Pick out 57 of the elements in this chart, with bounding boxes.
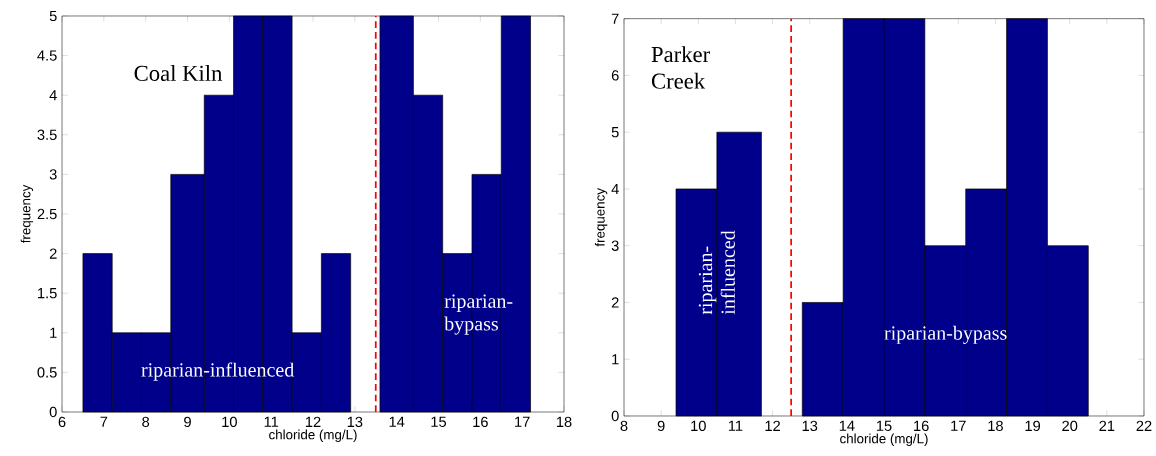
x-tick-label: 20 [1062, 420, 1078, 432]
x-tick-label: 7 [100, 416, 108, 427]
x-tick-label: 16 [914, 420, 929, 432]
x-tick-label: 19 [1025, 420, 1041, 432]
annotation: riparian-influenced [698, 230, 735, 315]
y-tick-label: 1 [50, 327, 57, 338]
x-tick-label: 6 [58, 416, 66, 428]
y-tick-label: 4.5 [37, 50, 57, 61]
x-tick-label: 10 [222, 416, 237, 428]
y-tick-label: 7 [611, 13, 619, 24]
y-tick-label: 3 [49, 169, 57, 180]
x-tick-label: 18 [556, 416, 572, 428]
y-tick-label: 2 [49, 248, 57, 259]
y-tick-label: 4 [611, 183, 619, 194]
x-tick-label: 11 [728, 420, 743, 431]
x-axis-title: chloride (mg/L) [269, 429, 357, 442]
y-tick-label: 1 [612, 354, 619, 365]
x-tick-label: 10 [691, 420, 706, 432]
y-tick-label: 5 [611, 127, 619, 138]
y-tick-label: 1.5 [38, 288, 57, 299]
x-tick-label: 9 [657, 420, 665, 432]
y-tick-label: 6 [611, 70, 619, 81]
x-tick-label: 13 [802, 420, 818, 432]
y-tick-label: 5 [49, 10, 57, 22]
annotation: riparian-bypass [884, 325, 1007, 344]
x-tick-label: 12 [305, 416, 321, 427]
x-tick-label: 12 [765, 420, 780, 431]
x-tick-label: 8 [142, 416, 150, 428]
x-tick-label: 14 [839, 420, 855, 431]
y-axis-title: frequency [594, 188, 608, 247]
y-axis-title: frequency [20, 184, 34, 244]
y-tick-label: 4 [49, 90, 57, 101]
y-tick-label: 0 [49, 406, 57, 418]
x-tick-label: 8 [620, 420, 628, 432]
x-axis-title: chloride (mg/L) [840, 433, 928, 446]
x-tick-label: 18 [988, 420, 1003, 432]
x-tick-label: 9 [184, 416, 191, 428]
annotation: riparian-bypass [444, 294, 513, 335]
text: Parker Creek [651, 46, 710, 89]
x-tick-label: 16 [473, 416, 488, 428]
x-tick-label: 11 [264, 416, 279, 427]
x-tick-label: 15 [431, 416, 447, 427]
x-tick-label: 15 [876, 420, 892, 431]
y-tick-label: 2 [611, 297, 619, 308]
text: Coal Kiln [134, 65, 223, 81]
x-tick-label: 22 [1136, 420, 1152, 431]
x-tick-label: 14 [389, 416, 405, 427]
y-tick-label: 3.5 [37, 129, 57, 140]
x-tick-label: 17 [515, 416, 530, 427]
x-tick-label: 17 [951, 420, 966, 431]
y-tick-label: 2.5 [37, 208, 57, 220]
y-tick-label: 0 [611, 410, 619, 422]
x-tick-label: 13 [347, 416, 363, 428]
x-tick-label: 21 [1099, 420, 1115, 431]
annotation: riparian-influenced [141, 362, 295, 381]
y-tick-label: 3 [611, 240, 619, 251]
y-tick-label: 0.5 [37, 367, 57, 378]
